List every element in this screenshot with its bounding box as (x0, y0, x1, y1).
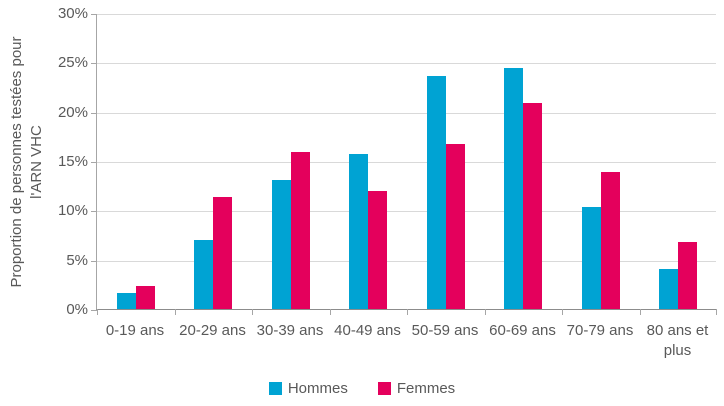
x-tick-label-20-29-ans: 20-29 ans (179, 322, 246, 339)
x-tick-mark-0 (97, 309, 98, 315)
bar-hommes-30-39-ans (271, 179, 291, 309)
x-tick-mark-7 (639, 309, 641, 315)
bar-hommes-80-ans-et-plus (659, 268, 679, 309)
legend-item-hommes: Hommes (268, 380, 348, 397)
x-tick-mark-1 (174, 309, 176, 315)
x-tick-mark-8 (716, 309, 717, 315)
x-tick-mark-2 (252, 309, 253, 315)
legend-swatch-femmes (377, 382, 391, 395)
y-axis-labels: 0% 5% 10% 15% 20% 25% 30% (0, 0, 88, 330)
bar-hommes-50-59-ans (426, 76, 446, 309)
bar-hommes-60-69-ans (504, 68, 524, 309)
y-tick-mark-5% (91, 260, 97, 262)
legend-swatch-hommes (268, 382, 282, 395)
gridline-25% (97, 63, 716, 65)
x-tick-mark-3 (329, 309, 331, 315)
legend-item-femmes: Femmes (377, 380, 456, 397)
bar-femmes-80-ans-et-plus (678, 241, 698, 309)
x-tick-label-80-ans-et-plus: 80 ans et plus (646, 322, 709, 359)
gridline-10% (97, 211, 716, 213)
bar-femmes-60-69-ans (523, 102, 543, 309)
y-tick-mark-25% (91, 63, 97, 65)
y-tick-mark-15% (91, 162, 97, 163)
x-tick-label-30-39-ans: 30-39 ans (256, 322, 324, 339)
legend-label-hommes: Hommes (287, 380, 348, 397)
bar-hommes-20-29-ans (194, 239, 214, 309)
gridline-30% (97, 14, 716, 15)
y-tick-label-25%: 25% (57, 54, 88, 72)
bar-hommes-0-19-ans (116, 293, 136, 309)
gridline-20% (97, 112, 716, 114)
legend: Hommes Femmes (0, 380, 724, 397)
bar-femmes-0-19-ans (135, 286, 155, 309)
y-tick-mark-20% (91, 112, 97, 114)
y-tick-label-30%: 30% (57, 5, 88, 22)
bar-hommes-70-79-ans (581, 207, 601, 309)
x-tick-mark-6 (562, 309, 563, 315)
y-tick-label-20%: 20% (57, 103, 88, 121)
plot-area (91, 14, 717, 315)
y-tick-label-10%: 10% (57, 202, 88, 220)
x-axis-labels: 0-19 ans 20-29 ans 30-39 ans 40-49 ans 50-59… (96, 321, 716, 365)
y-tick-mark-0% (91, 310, 97, 311)
legend-label-femmes: Femmes (396, 380, 456, 397)
bar-hommes-40-49-ans (349, 154, 369, 309)
bar-femmes-50-59-ans (445, 144, 465, 309)
x-tick-mark-5 (484, 309, 486, 315)
x-tick-label-60-69-ans: 60-69 ans (489, 322, 556, 339)
y-tick-mark-30% (91, 14, 97, 15)
bar-femmes-30-39-ans (290, 152, 310, 309)
y-tick-label-0%: 0% (66, 301, 88, 318)
x-tick-label-0-19-ans: 0-19 ans (105, 322, 165, 339)
bar-femmes-20-29-ans (213, 196, 233, 309)
bar-femmes-40-49-ans (368, 190, 388, 309)
y-tick-label-15%: 15% (57, 153, 88, 170)
x-tick-label-50-59-ans: 50-59 ans (411, 322, 479, 339)
x-tick-label-40-49-ans: 40-49 ans (334, 322, 401, 339)
y-tick-label-5%: 5% (66, 251, 88, 269)
x-tick-mark-4 (407, 309, 408, 315)
y-tick-mark-10% (91, 211, 97, 213)
gridline-5% (97, 260, 716, 262)
x-tick-label-70-79-ans: 70-79 ans (566, 322, 634, 339)
bar-femmes-70-79-ans (600, 171, 620, 309)
gridline-15% (97, 162, 716, 163)
